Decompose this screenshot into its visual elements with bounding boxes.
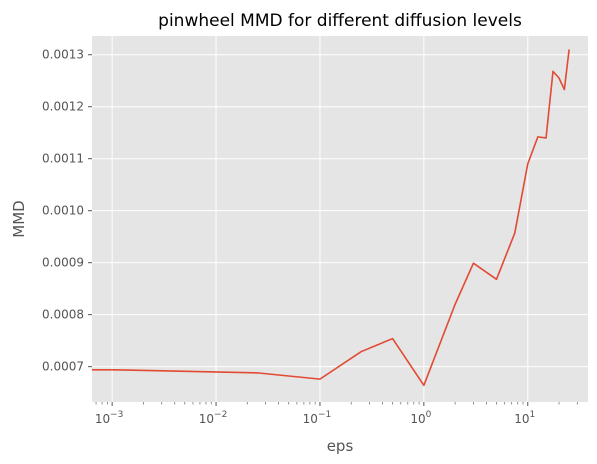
x-minor-ticks — [95, 402, 578, 405]
y-tick-label: 0.0010 — [42, 204, 84, 218]
x-tick-label: 100 — [410, 410, 431, 426]
series-layer — [92, 49, 570, 387]
plot-area — [92, 36, 588, 402]
x-axis-label: eps — [327, 437, 354, 455]
y-tick-label: 0.0008 — [42, 308, 84, 322]
x-tick-label: 10−3 — [95, 410, 124, 426]
y-tick-label: 0.0013 — [42, 48, 84, 62]
chart-title: pinwheel MMD for different diffusion lev… — [158, 11, 522, 31]
x-tick-label: 10−1 — [303, 410, 332, 426]
y-axis-ticks: 0.0007 0.0008 0.0009 0.0010 0.0011 0.0012 0.00… — [42, 48, 92, 374]
gridlines — [92, 36, 588, 402]
x-tick-label: 10−2 — [199, 410, 228, 426]
y-tick-label: 0.0012 — [42, 100, 84, 114]
y-tick-label: 0.0007 — [42, 360, 84, 374]
y-axis-label: MMD — [10, 200, 28, 237]
x-axis-ticks: 10−3 10−2 10−1 100 101 — [95, 402, 535, 426]
x-tick-label: 101 — [514, 410, 535, 426]
y-tick-label: 0.0009 — [42, 256, 84, 270]
y-tick-label: 0.0011 — [42, 152, 84, 166]
mmd-series-line — [92, 49, 570, 387]
